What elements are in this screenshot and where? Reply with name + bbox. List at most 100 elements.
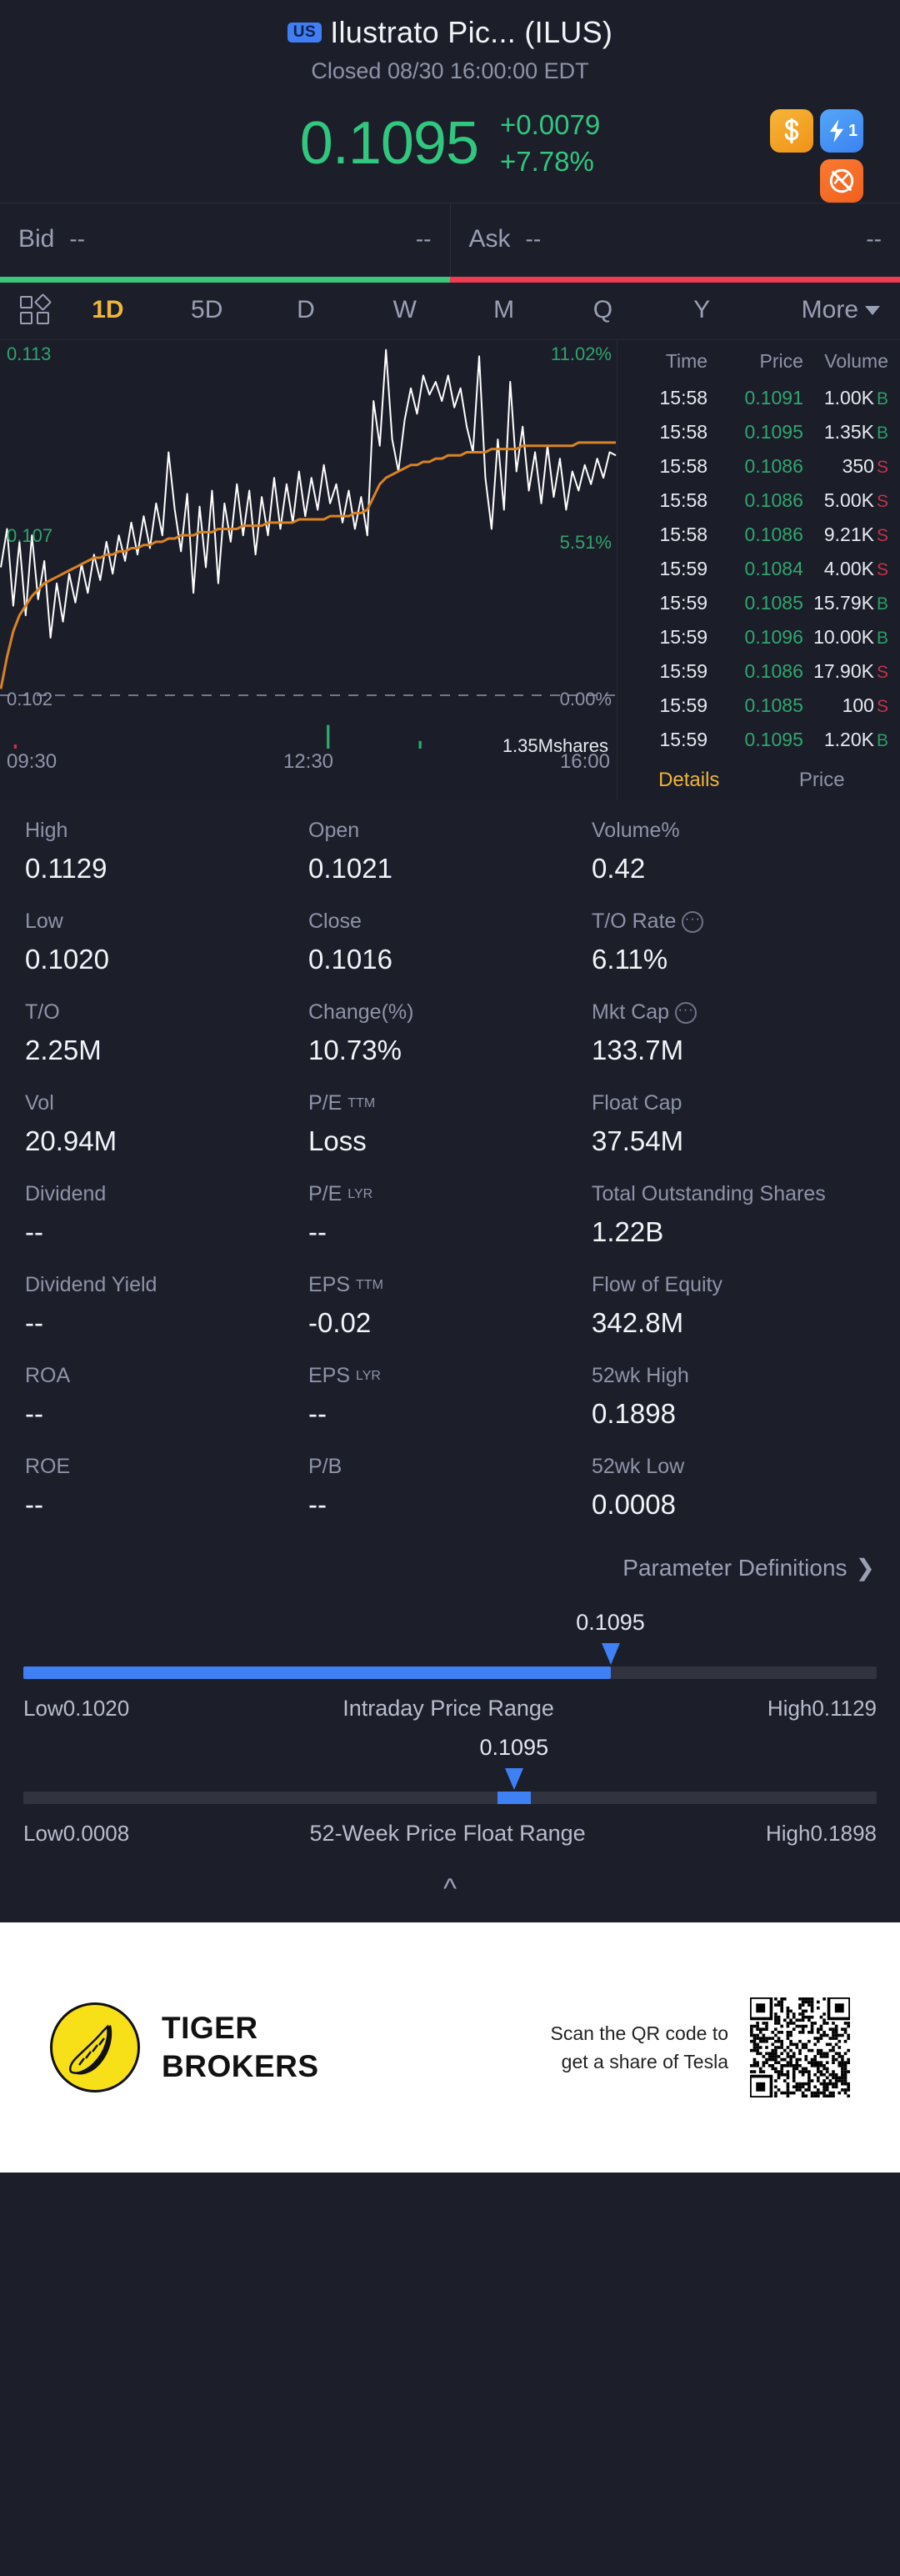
tab-q[interactable]: Q [592, 296, 613, 323]
period-tabs: 1D 5D D W M Q Y More [0, 283, 900, 340]
trade-time: 15:59 [659, 558, 708, 579]
lightning-icon[interactable]: 1 [820, 109, 863, 153]
trade-time: 15:58 [659, 455, 708, 477]
bid-cell[interactable]: Bid -- -- [0, 203, 450, 277]
tab-5d[interactable]: 5D [191, 296, 223, 323]
stat-cell: Change(%) 10.73% [308, 1000, 592, 1066]
collapse-section[interactable]: ^ [0, 1855, 900, 1922]
price-range-slider[interactable]: 0.1095 Low0.1020 Intraday Price Range High0… [0, 1605, 900, 1730]
stat-label-text: Float Cap [592, 1091, 682, 1115]
page-header: US Ilustrato Pic... (ILUS) Closed 08/30 … [0, 0, 900, 91]
stock-detail-page: US Ilustrato Pic... (ILUS) Closed 08/30 … [0, 0, 900, 2173]
stat-cell: Low 0.1020 [25, 910, 308, 975]
stat-label-text: T/O [25, 1000, 60, 1024]
stats-row: Dividend Yield -- EPS TTM -0.02 Flow of Equit… [25, 1273, 875, 1339]
stat-value: -- [308, 1398, 327, 1429]
dollar-icon[interactable] [770, 109, 813, 153]
no-chart-icon[interactable] [820, 159, 863, 203]
stat-label: EPS LYR [308, 1364, 592, 1388]
last-price: 0.1095 [299, 110, 479, 177]
parameter-definitions-link[interactable]: Parameter Definitions ❯ [0, 1551, 900, 1605]
trade-volume: 100 S [842, 694, 888, 716]
stat-label: Dividend Yield [25, 1273, 308, 1297]
slider-fill [23, 1666, 611, 1679]
info-icon[interactable]: ··· [675, 1001, 698, 1024]
tab-y[interactable]: Y [693, 296, 711, 323]
price-range-slider[interactable]: 0.1095 Low0.0008 52-Week Price Float Range… [0, 1730, 900, 1855]
tab-more[interactable]: More [752, 296, 881, 324]
trade-side: S [876, 560, 888, 579]
slider-title: Intraday Price Range [342, 1696, 554, 1721]
ask-size: -- [866, 226, 882, 252]
bid-label: Bid [18, 225, 55, 253]
slider-track[interactable] [23, 1666, 877, 1679]
stat-label: T/O [25, 1000, 308, 1025]
stat-label: Vol [25, 1091, 308, 1115]
info-icon[interactable]: ··· [682, 910, 704, 933]
trade-volume: 1.00K B [823, 387, 888, 408]
trade-side: S [876, 492, 888, 511]
trade-price: 0.1086 [744, 660, 803, 682]
stat-value: 1.22B [592, 1216, 664, 1247]
tab-d[interactable]: D [297, 296, 315, 323]
slider-high-label: High0.1898 [766, 1821, 877, 1846]
ask-label: Ask [468, 225, 511, 253]
slider-track[interactable] [23, 1792, 877, 1804]
trade-row: 15:58 0.1086 350 S [622, 449, 888, 484]
ask-cell[interactable]: Ask -- -- [449, 203, 900, 277]
stat-value: 0.42 [592, 853, 646, 884]
slider-low-label: Low0.1020 [23, 1696, 130, 1721]
trade-side: S [876, 526, 888, 545]
trade-side: S [876, 458, 888, 477]
chart-ytick-low: 0.102 [7, 689, 53, 709]
stat-value: 0.1129 [25, 853, 108, 884]
brand-block: TIGER BROKERS [50, 2002, 319, 2092]
stat-label: Open [308, 819, 592, 843]
lightning-count: 1 [848, 121, 858, 140]
trade-side: B [876, 594, 888, 614]
qr-code-icon[interactable] [750, 1997, 850, 2097]
chart-and-trades: 0.113 11.02% 0.107 5.51% 0.102 0.00% 1.3… [0, 340, 900, 800]
intraday-chart[interactable]: 0.113 11.02% 0.107 5.51% 0.102 0.00% 1.3… [0, 340, 617, 800]
stat-cell: Dividend Yield -- [25, 1273, 308, 1339]
price-tab[interactable]: Price [798, 769, 845, 791]
stat-label-text: P/E [308, 1091, 342, 1115]
change-percent: +7.78% [500, 146, 594, 177]
stat-label-text: Low [25, 910, 63, 933]
change-column: +0.0079 +7.78% [500, 109, 600, 178]
stat-label: Low [25, 910, 308, 934]
stat-cell: T/O Rate ··· 6.11% [592, 910, 875, 975]
stat-value: 0.1021 [308, 853, 392, 884]
chart-canvas [0, 348, 617, 749]
trade-row: 15:58 0.1086 9.21K S [622, 518, 888, 552]
stat-label-superscript: LYR [356, 1368, 381, 1383]
stat-value: -- [25, 1216, 43, 1247]
stat-label-text: ROA [25, 1364, 71, 1387]
grid-layout-icon[interactable] [20, 293, 58, 324]
market-flag-badge: US [287, 22, 322, 43]
trade-time: 15:59 [659, 626, 708, 648]
stat-label-text: Close [308, 910, 362, 933]
trade-row: 15:59 0.1095 1.20K B [622, 723, 888, 757]
brand-line-1: TIGER [162, 2010, 258, 2045]
tab-1d[interactable]: 1D [92, 296, 124, 323]
stat-cell: Flow of Equity 342.8M [592, 1273, 875, 1339]
stat-value: -- [25, 1398, 43, 1429]
stat-cell: ROA -- [25, 1364, 308, 1430]
trade-side: S [876, 697, 888, 716]
trade-time: 15:58 [659, 489, 708, 511]
stat-label-text: 52wk High [592, 1364, 689, 1387]
tab-w[interactable]: W [392, 296, 417, 323]
tab-m[interactable]: M [493, 296, 515, 323]
market-status: Closed 08/30 16:00:00 EDT [311, 58, 589, 83]
trade-tape[interactable]: Time Price Volume 15:58 0.1091 1.00K B 15:58… [617, 340, 900, 800]
slider-marker [497, 1792, 531, 1804]
stats-row: ROA -- EPS LYR -- 52wk High 0.1898 [25, 1364, 875, 1430]
qr-text-line-1: Scan the QR code to [550, 2022, 728, 2044]
stat-value: 0.1898 [592, 1398, 676, 1429]
price-block: 0.1095 +0.0079 +7.78% 1 [0, 91, 900, 203]
slider-value-row: 0.1095 [23, 1735, 877, 1768]
slider-title: 52-Week Price Float Range [309, 1821, 586, 1846]
stat-label-text: Volume% [592, 819, 680, 842]
details-tab[interactable]: Details [658, 769, 720, 791]
